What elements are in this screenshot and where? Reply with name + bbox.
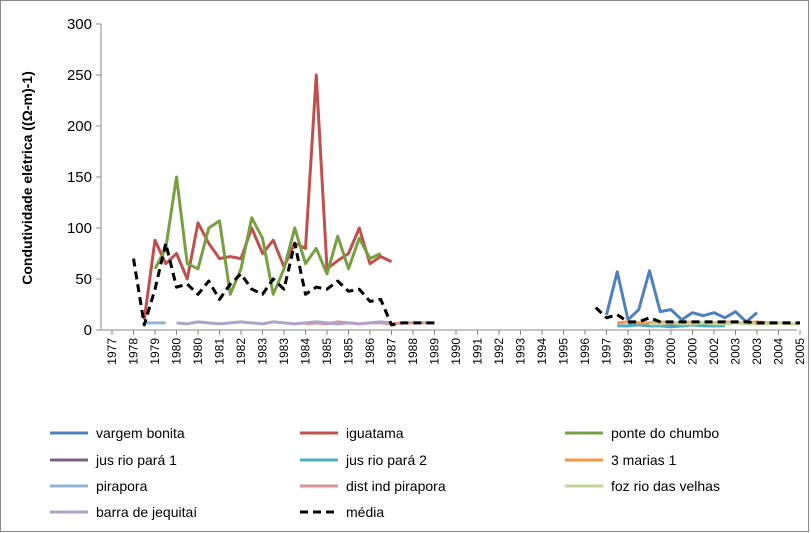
legend-label: vargem bonita [96,425,185,441]
x-tick-label: 1982 [234,338,248,365]
y-tick-label: 300 [67,16,92,33]
legend-label: barra de jequitaí [96,504,197,520]
series-line [617,323,725,329]
series-line [142,73,393,321]
x-tick-label: 1997 [600,338,614,365]
x-tick-label: 2000 [686,338,700,365]
x-tick-label: 1987 [385,338,399,365]
x-tick-label: 2000 [664,338,678,365]
x-tick-label: 1988 [406,338,420,365]
legend-label: média [346,504,384,520]
y-axis-title: Condutividade elétrica ((Ω-m)-1) [19,71,35,284]
y-tick-label: 0 [84,322,92,339]
x-tick-label: 1996 [578,338,592,365]
x-tick-label: 1978 [127,338,141,365]
x-tick-label: 1984 [299,338,313,365]
x-tick-label: 1989 [428,338,442,365]
x-tick-label: 1999 [643,338,657,365]
x-tick-label: 1990 [449,338,463,365]
x-tick-label: 1985 [342,338,356,365]
x-tick-label: 1981 [213,338,227,365]
y-tick-label: 200 [67,118,92,135]
x-tick-label: 1977 [105,338,119,365]
y-tick-label: 50 [75,271,92,288]
x-tick-label: 1986 [363,338,377,365]
x-tick-label: 1985 [320,338,334,365]
x-tick-label: 1998 [621,338,635,365]
legend-label: 3 marias 1 [611,452,677,468]
legend-label: jus rio pará 2 [345,452,427,468]
x-tick-label: 2003 [750,338,764,365]
series-line [132,241,800,327]
legend-label: ponte do chumbo [611,425,719,441]
x-tick-label: 1995 [557,338,571,365]
y-tick-label: 150 [67,169,92,186]
legend-label: iguatama [346,425,404,441]
series-line [605,269,758,324]
y-tick-label: 250 [67,67,92,84]
x-tick-label: 1980 [170,338,184,365]
x-tick-label: 1979 [148,338,162,365]
x-tick-label: 1980 [191,338,205,365]
x-tick-label: 1992 [492,338,506,365]
x-tick-label: 1993 [514,338,528,365]
x-tick-label: 1983 [277,338,291,365]
series-line [176,320,392,326]
x-tick-label: 1994 [535,338,549,365]
legend-label: foz rio das velhas [611,478,720,494]
x-tick-label: 2002 [707,338,721,365]
series-line [153,175,382,296]
x-tick-label: 2005 [793,338,807,365]
legend-label: dist ind pirapora [346,478,446,494]
legend-label: jus rio pará 1 [95,452,177,468]
x-tick-label: 2004 [772,338,786,365]
x-tick-label: 1983 [256,338,270,365]
legend-label: pirapora [96,478,148,494]
x-tick-label: 2003 [729,338,743,365]
x-tick-label: 1991 [471,338,485,365]
y-tick-label: 100 [67,220,92,237]
